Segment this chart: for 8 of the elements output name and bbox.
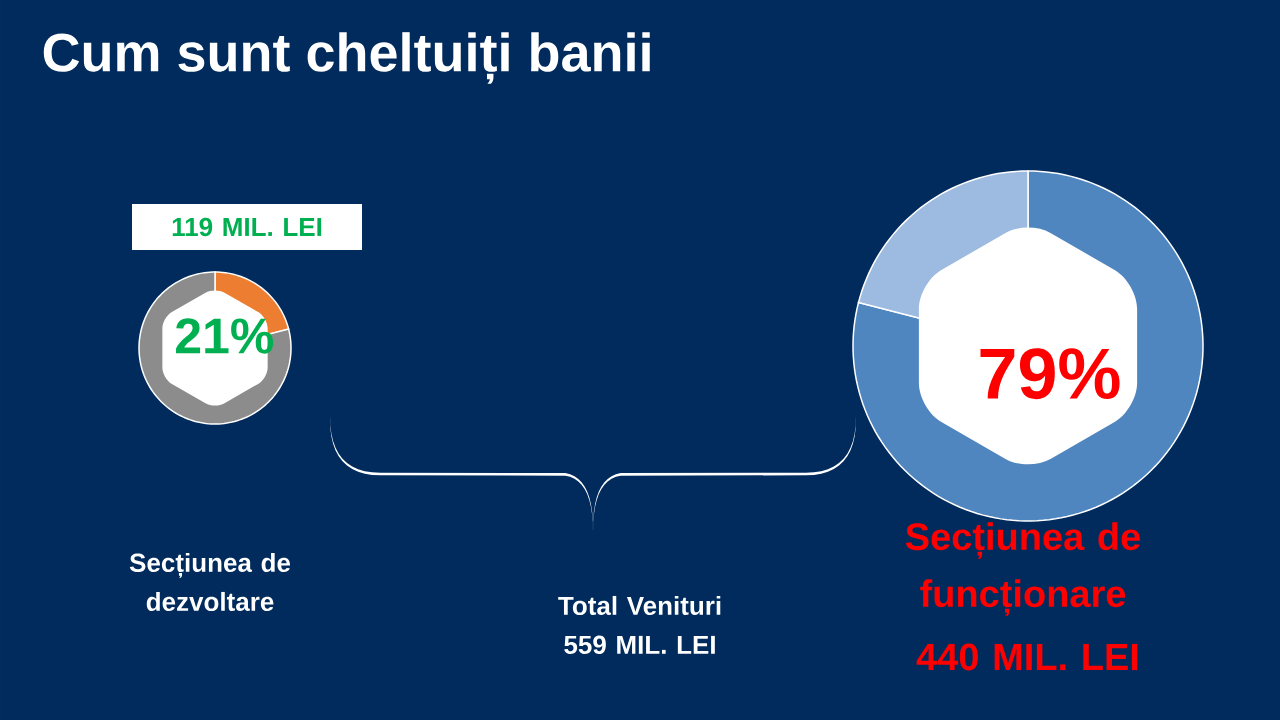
- data-label: 79%: [980, 348, 1120, 400]
- chart-title: Cum sunt cheltuiți banii: [43, 32, 650, 84]
- text: Total Venituri 559 MIL. LEI: [558, 595, 721, 655]
- text: Secțiunea de dezvoltare: [129, 552, 291, 612]
- data-label: 21%: [176, 318, 274, 354]
- text: Secțiunea de funcționare: [905, 522, 1140, 616]
- text: 119 MIL. LEI: [172, 217, 322, 237]
- text: 440 MIL. LEI: [916, 643, 1138, 671]
